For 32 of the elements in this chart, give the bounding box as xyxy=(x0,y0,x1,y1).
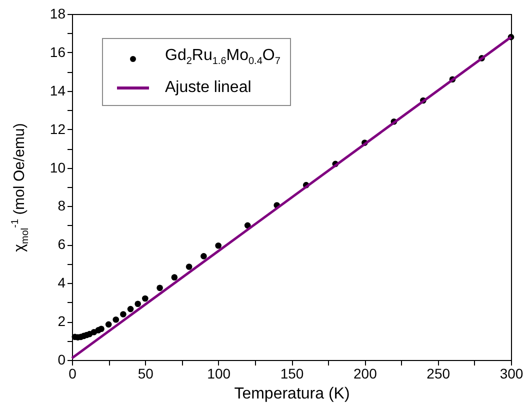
point xyxy=(186,264,192,270)
x-tick-label: 150 xyxy=(280,366,304,382)
y-tick-label: 6 xyxy=(58,236,66,252)
legend-label: Gd$_{2}$Ru$_{1.6}$Mo$_{0.4}$O$_{7}$ xyxy=(165,46,280,70)
point xyxy=(200,253,207,260)
x-axis-title: Temperatura (K) xyxy=(234,386,350,402)
point xyxy=(120,311,126,318)
x-tick-label: 300 xyxy=(500,366,524,382)
x-tick-label: 0 xyxy=(68,366,77,382)
point xyxy=(156,284,163,292)
x-tick-label: 50 xyxy=(138,366,154,382)
point xyxy=(127,306,134,312)
x-tick-label: 100 xyxy=(207,366,231,382)
y-tick-label: 18 xyxy=(50,6,66,22)
point xyxy=(142,295,148,302)
y-tick-label: 10 xyxy=(50,159,66,176)
point xyxy=(98,326,104,332)
point xyxy=(105,321,112,328)
y-tick-label: 16 xyxy=(50,44,66,60)
legend-label: Ajuste lineal xyxy=(165,78,252,98)
y-tick-label: 4 xyxy=(58,274,66,291)
point xyxy=(171,274,178,280)
y-tick-label: 2 xyxy=(58,313,66,330)
point xyxy=(134,300,142,308)
y-tick-label: 14 xyxy=(50,82,66,98)
point xyxy=(215,242,222,249)
point xyxy=(112,316,120,323)
x-tick-label: 200 xyxy=(353,366,378,382)
y-tick-label: 12 xyxy=(50,120,66,137)
x-tick-label: 250 xyxy=(426,366,450,382)
y-tick-label: 0 xyxy=(58,352,66,368)
y-tick-label: 8 xyxy=(58,198,66,214)
